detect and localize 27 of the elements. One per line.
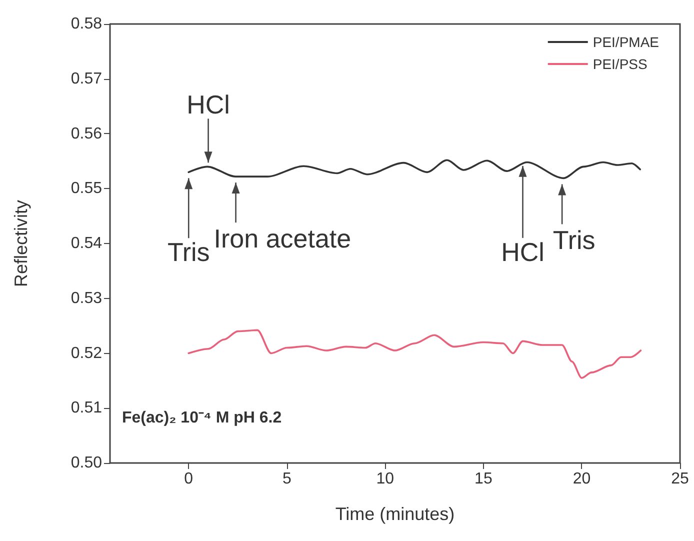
x-tick-label: 10 (376, 470, 394, 488)
x-axis-title: Time (minutes) (335, 504, 455, 524)
y-tick-label: 0.56 (70, 125, 102, 142)
y-tick-label: 0.57 (70, 70, 102, 88)
annotation: Fe(ac)₂ 10⁻⁴ M pH 6.2 (122, 410, 282, 426)
legend-label: PEI/PMAE (592, 34, 660, 50)
x-tick-label: 15 (474, 470, 492, 488)
annotation: Tris (552, 225, 596, 256)
y-tick-label: 0.52 (70, 344, 102, 362)
annotation: Tris (167, 237, 210, 268)
annotation: Iron acetate (214, 224, 352, 254)
y-tick-label: 0.54 (70, 235, 102, 252)
line-series (188, 159, 641, 180)
line-series (188, 329, 642, 379)
x-tick-label: 5 (282, 470, 292, 488)
y-tick-label: 0.55 (70, 180, 102, 198)
annotation: HCl (501, 236, 544, 267)
x-tick-label: 20 (572, 470, 591, 488)
annotation: HCl (186, 90, 230, 120)
y-axis-title: Reflectivity (11, 200, 31, 288)
y-tick-label: 0.51 (70, 400, 102, 417)
y-tick-label: 0.53 (70, 290, 102, 307)
y-tick-label: 0.58 (70, 16, 102, 32)
legend-label: PEI/PSS (592, 56, 648, 72)
x-tick-label: 0 (184, 470, 194, 488)
x-tick-label: 25 (671, 470, 689, 488)
y-tick-label: 0.50 (70, 454, 102, 472)
